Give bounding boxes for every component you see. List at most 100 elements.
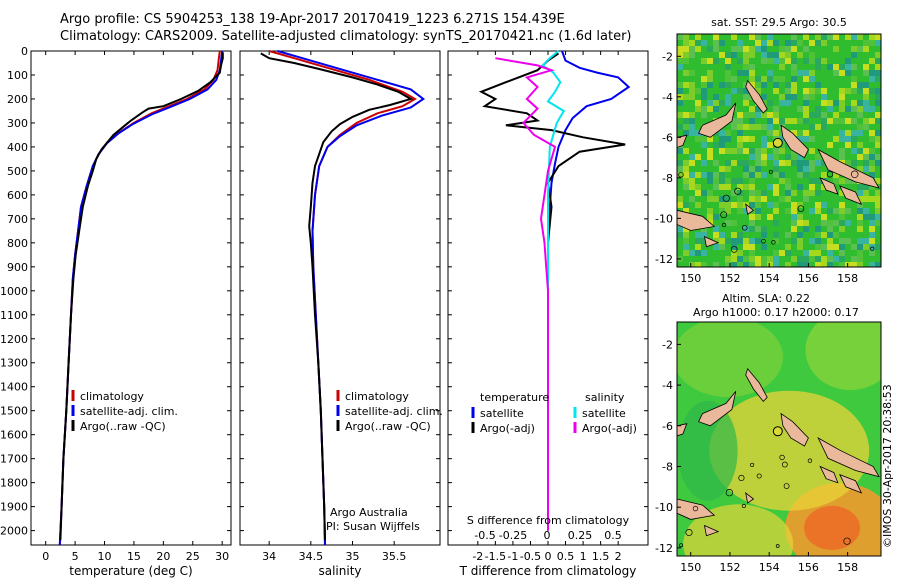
- sst-cell: [875, 244, 881, 250]
- sst-cell: [701, 94, 707, 100]
- sst-cell: [857, 82, 863, 88]
- island-outline: [679, 543, 683, 548]
- sst-cell: [761, 226, 767, 232]
- sst-cell: [875, 88, 881, 94]
- sst-cell: [713, 172, 719, 178]
- sst-cell: [833, 34, 839, 40]
- sst-cell: [773, 118, 779, 124]
- sst-cell: [761, 154, 767, 160]
- sst-cell: [695, 106, 701, 112]
- land-mass: [745, 491, 755, 504]
- sst-cell: [761, 160, 767, 166]
- sst-cell: [827, 226, 833, 232]
- sst-cell: [857, 226, 863, 232]
- sst-cell: [869, 220, 875, 226]
- sst-cell: [803, 196, 809, 202]
- sst-cell: [803, 112, 809, 118]
- sst-cell: [713, 196, 719, 202]
- sst-cell: [803, 160, 809, 166]
- sst-cell: [857, 250, 863, 256]
- sst-cell: [809, 40, 815, 46]
- sst-cell: [827, 64, 833, 70]
- sst-cell: [713, 40, 719, 46]
- sst-cell: [857, 34, 863, 40]
- sst-cell: [839, 100, 845, 106]
- sst-cell: [833, 112, 839, 118]
- sst-cell: [821, 172, 827, 178]
- sst-cell: [803, 76, 809, 82]
- sst-cell: [707, 136, 713, 142]
- sst-cell: [785, 40, 791, 46]
- sst-cell: [737, 46, 743, 52]
- sst-cell: [737, 118, 743, 124]
- sst-cell: [869, 130, 875, 136]
- sst-cell: [851, 160, 857, 166]
- sst-cell: [827, 232, 833, 238]
- series-line: [495, 57, 557, 531]
- sst-cell: [827, 238, 833, 244]
- sst-cell: [785, 232, 791, 238]
- sst-cell: [761, 82, 767, 88]
- sst-cell: [809, 136, 815, 142]
- sst-cell: [833, 100, 839, 106]
- sst-cell: [761, 142, 767, 148]
- sst-cell: [743, 256, 749, 262]
- x-tick-label: 5: [72, 550, 79, 563]
- sst-cell: [839, 244, 845, 250]
- x-tick-label: -0.5: [520, 550, 541, 563]
- sst-cell: [863, 46, 869, 52]
- island-outline: [768, 169, 773, 174]
- sst-cell: [809, 184, 815, 190]
- depth-tick-label: 1500: [0, 405, 28, 418]
- series-line: [268, 50, 418, 546]
- legend-label: satellite-adj. clim.: [345, 405, 443, 418]
- island-outline: [734, 187, 742, 195]
- depth-tick-label: 1900: [0, 501, 28, 514]
- sst-cell: [821, 94, 827, 100]
- sst-cell: [713, 184, 719, 190]
- sst-cell: [725, 238, 731, 244]
- lon-tick-label: 152: [719, 272, 740, 285]
- sst-cell: [719, 52, 725, 58]
- sst-cell: [737, 178, 743, 184]
- s-tick-label: 0: [544, 529, 551, 542]
- sst-cell: [701, 172, 707, 178]
- sst-cell: [779, 148, 785, 154]
- sst-cell: [785, 58, 791, 64]
- sst-cell: [731, 238, 737, 244]
- sst-cell: [839, 256, 845, 262]
- depth-tick-label: 1300: [0, 357, 28, 370]
- depth-tick-label: 1800: [0, 477, 28, 490]
- sst-cell: [749, 46, 755, 52]
- sst-cell: [791, 46, 797, 52]
- sst-cell: [791, 202, 797, 208]
- sst-cell: [773, 202, 779, 208]
- sst-cell: [803, 136, 809, 142]
- sst-cell: [773, 172, 779, 178]
- sla-map-title: Altim. SLA: 0.22: [722, 292, 810, 305]
- sst-cell: [797, 172, 803, 178]
- sst-cell: [689, 40, 695, 46]
- sst-cell: [713, 232, 719, 238]
- sst-cell: [743, 64, 749, 70]
- sst-cell: [731, 124, 737, 130]
- sst-cell: [755, 196, 761, 202]
- x-tick-label: -1: [507, 550, 518, 563]
- sst-cell: [767, 262, 773, 267]
- sst-cell: [761, 58, 767, 64]
- sst-cell: [683, 244, 689, 250]
- sst-cell: [683, 232, 689, 238]
- sst-cell: [731, 220, 737, 226]
- land-mass: [745, 203, 755, 215]
- sst-cell: [719, 208, 725, 214]
- island-outline: [771, 240, 776, 245]
- sst-cell: [875, 214, 881, 220]
- sst-cell: [773, 88, 779, 94]
- sst-cell: [875, 76, 881, 82]
- sst-cell: [785, 46, 791, 52]
- sst-cell: [845, 130, 851, 136]
- sst-cell: [827, 250, 833, 256]
- sst-cell: [761, 172, 767, 178]
- lat-tick-label: -2: [662, 50, 673, 63]
- sst-cell: [761, 196, 767, 202]
